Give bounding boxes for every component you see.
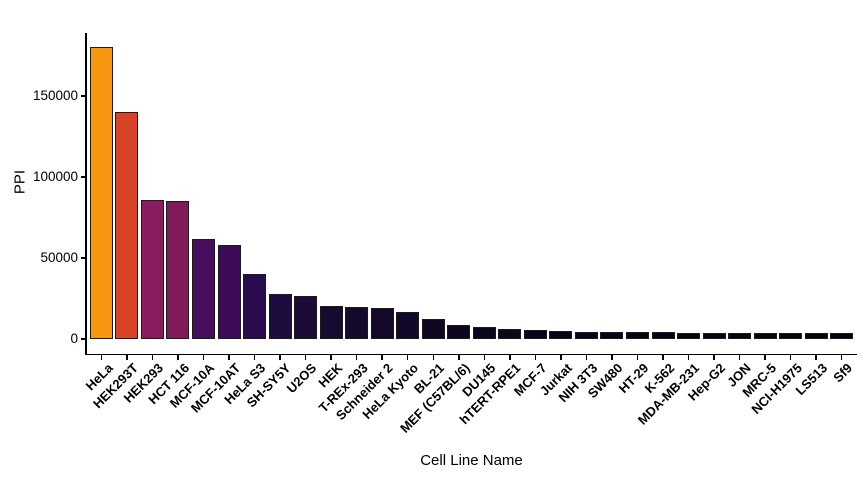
y-tick-mark <box>80 338 86 340</box>
x-tick-mark <box>789 355 792 360</box>
bar <box>140 199 164 339</box>
x-axis-title: Cell Line Name <box>420 452 523 469</box>
y-tick-mark <box>80 257 86 259</box>
x-tick-mark <box>738 355 741 360</box>
y-tick-label: 50000 <box>40 250 78 265</box>
y-tick-label: 100000 <box>32 169 78 184</box>
bar <box>217 245 241 339</box>
y-tick-label: 0 <box>70 331 78 346</box>
y-tick-label: 150000 <box>32 88 78 103</box>
x-tick-mark <box>381 355 383 360</box>
x-tick-mark <box>713 355 715 360</box>
bar <box>779 332 803 339</box>
bar <box>268 293 292 339</box>
x-tick-label: Sf9 <box>830 360 856 386</box>
bar <box>728 332 752 339</box>
bar <box>115 112 139 339</box>
bar <box>396 311 420 339</box>
x-tick-mark <box>483 355 485 360</box>
bar <box>294 296 318 339</box>
bar <box>523 329 547 339</box>
x-tick-mark <box>840 355 843 360</box>
bar <box>345 306 369 339</box>
x-tick-mark <box>253 355 256 360</box>
y-tick-mark <box>80 95 86 97</box>
x-tick-mark <box>611 355 613 360</box>
bar <box>677 332 700 339</box>
x-tick-mark <box>151 355 154 360</box>
x-tick-mark <box>662 355 664 360</box>
bar <box>549 330 573 339</box>
bar <box>804 333 828 339</box>
x-axis-line <box>85 353 857 355</box>
bar <box>651 332 675 339</box>
bar <box>600 332 624 339</box>
bar <box>574 331 598 339</box>
y-tick-mark <box>80 176 86 178</box>
bar <box>370 308 394 339</box>
x-tick-mark <box>177 355 179 360</box>
x-tick-mark <box>764 355 766 360</box>
x-tick-mark <box>687 355 690 360</box>
bar <box>753 332 777 339</box>
bar <box>830 333 854 339</box>
bar <box>421 318 445 340</box>
x-tick-mark <box>355 355 358 360</box>
x-tick-mark <box>100 355 103 360</box>
x-tick-mark <box>330 355 332 360</box>
x-tick-mark <box>560 355 562 360</box>
bar <box>243 274 266 339</box>
bar <box>191 238 215 339</box>
bar <box>89 47 113 339</box>
x-tick-mark <box>585 355 588 360</box>
y-axis-line <box>85 33 87 355</box>
x-tick-mark <box>202 355 205 360</box>
bar <box>702 332 726 339</box>
x-tick-mark <box>406 355 409 360</box>
x-tick-mark <box>228 355 230 360</box>
bar <box>319 305 343 339</box>
bar <box>625 332 649 339</box>
bar <box>447 325 471 339</box>
bar <box>166 201 190 339</box>
x-tick-mark <box>432 355 434 360</box>
x-tick-mark <box>815 355 817 360</box>
x-tick-mark <box>458 355 460 360</box>
bar <box>498 329 522 339</box>
x-tick-mark <box>509 355 511 360</box>
bar <box>472 327 496 339</box>
x-tick-mark <box>126 355 128 360</box>
x-tick-mark <box>304 355 307 360</box>
x-tick-mark <box>534 355 537 360</box>
x-tick-mark <box>279 355 281 360</box>
x-tick-mark <box>636 355 639 360</box>
